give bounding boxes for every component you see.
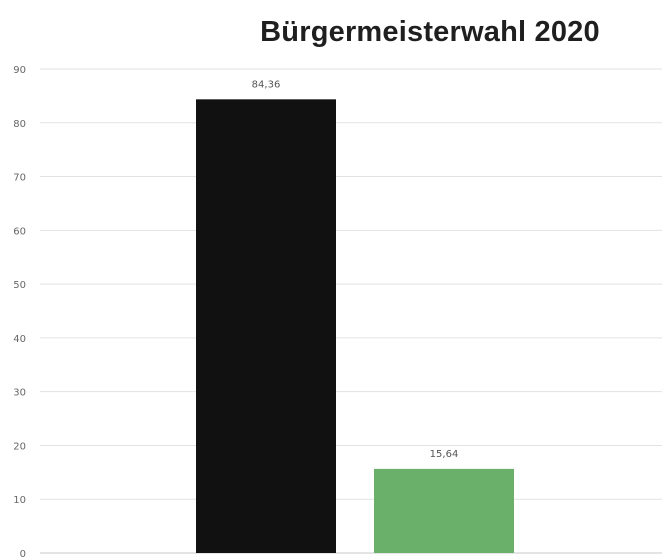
y-tick-label: 80 xyxy=(13,119,26,130)
chart-title: Bürgermeisterwahl 2020 xyxy=(260,16,600,48)
y-tick-label: 70 xyxy=(13,173,26,184)
bar-2 xyxy=(374,468,514,553)
gridlines xyxy=(40,68,662,554)
bars xyxy=(196,99,514,554)
y-tick-label: 40 xyxy=(13,334,26,345)
y-tick-label: 50 xyxy=(13,280,26,291)
data-label-1: 84,36 xyxy=(252,79,281,90)
data-labels: 84,36 15,64 xyxy=(252,79,459,460)
bar-1 xyxy=(196,99,336,554)
y-axis-tick-labels: 0 10 20 30 40 50 60 70 80 90 xyxy=(13,65,26,560)
y-tick-label: 20 xyxy=(13,441,26,452)
data-label-2: 15,64 xyxy=(430,449,459,460)
y-tick-label: 0 xyxy=(20,549,26,560)
y-tick-label: 60 xyxy=(13,226,26,237)
y-tick-label: 10 xyxy=(13,495,26,506)
y-tick-label: 90 xyxy=(13,65,26,76)
y-tick-label: 30 xyxy=(13,388,26,399)
